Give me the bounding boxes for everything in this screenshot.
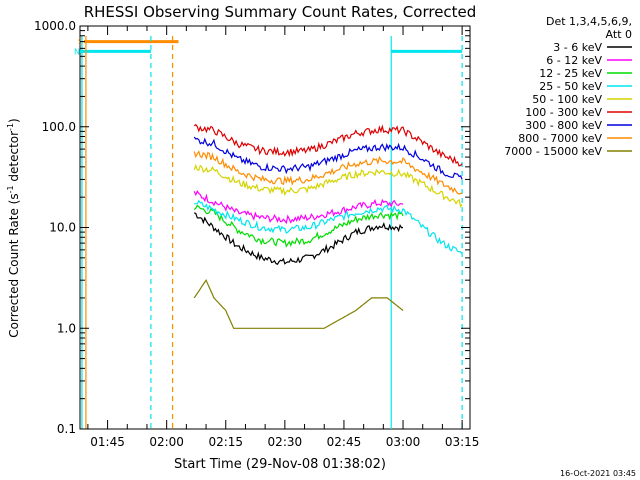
vertical-markers — [81, 36, 463, 429]
flag-bars: SN — [74, 38, 463, 56]
series-line-2 — [193, 190, 404, 225]
y-tick-label: 1.0 — [57, 321, 76, 335]
x-tick-label: 02:45 — [327, 435, 362, 449]
legend-label-3: 12 - 25 keV — [539, 67, 602, 80]
y-tick-label: 10.0 — [49, 221, 76, 235]
series-line-5 — [193, 163, 463, 208]
x-axis: 01:45 02:00 02:15 02:30 02:45 03:00 03:15 — [87, 26, 480, 449]
series-line-6 — [193, 123, 463, 167]
y-tick-label: 1000.0 — [34, 19, 76, 33]
y-tick-label: 0.1 — [57, 422, 76, 436]
series-line-4 — [194, 199, 463, 255]
legend-label-7: 300 - 800 keV — [525, 119, 602, 132]
x-tick-label: 02:00 — [149, 435, 184, 449]
chart-title: RHESSI Observing Summary Count Rates, Co… — [84, 3, 477, 21]
legend-title-2: Att 0 — [606, 28, 632, 41]
series-line-3 — [193, 204, 404, 248]
x-tick-label: 03:00 — [386, 435, 421, 449]
legend-label-1: 3 - 6 keV — [553, 41, 602, 54]
y-tick-label: 100.0 — [42, 120, 76, 134]
series-line-7 — [193, 136, 463, 180]
y-axis-label-main: Corrected Count Rate (s — [7, 193, 21, 337]
y-axis: 0.1 1.0 10.0 100.0 1000.0 — [34, 19, 470, 436]
flag-label: N — [74, 47, 80, 56]
series-line-8 — [193, 150, 463, 195]
x-tick-label: 02:15 — [208, 435, 243, 449]
y-axis-label-sup2: -1 — [6, 123, 15, 131]
legend-label-2: 6 - 12 keV — [546, 54, 602, 67]
legend-label-5: 50 - 100 keV — [532, 93, 602, 106]
y-axis-label-end: ) — [7, 118, 21, 123]
series-line-9 — [193, 278, 404, 329]
y-axis-label: Corrected Count Rate (s-1 detector-1) — [6, 118, 21, 337]
legend-label-8: 800 - 7000 keV — [518, 132, 602, 145]
y-axis-label-mid: detector — [7, 131, 21, 186]
legend-label-4: 25 - 50 keV — [539, 80, 602, 93]
x-axis-label: Start Time (29-Nov-08 01:38:02) — [174, 457, 386, 472]
series-group — [193, 123, 463, 329]
x-tick-label: 02:30 — [268, 435, 303, 449]
legend-title-1: Det 1,3,4,5,6,9, — [546, 15, 632, 28]
x-tick-label: 01:45 — [90, 435, 125, 449]
footer-timestamp: 16-Oct-2021 03:45 — [560, 469, 636, 478]
legend-label-9: 7000 - 15000 keV — [504, 145, 602, 158]
legend-label-6: 100 - 300 keV — [525, 106, 602, 119]
x-tick-label: 03:15 — [445, 435, 480, 449]
y-axis-label-sup1: -1 — [6, 185, 15, 193]
series-line-1 — [193, 212, 404, 265]
